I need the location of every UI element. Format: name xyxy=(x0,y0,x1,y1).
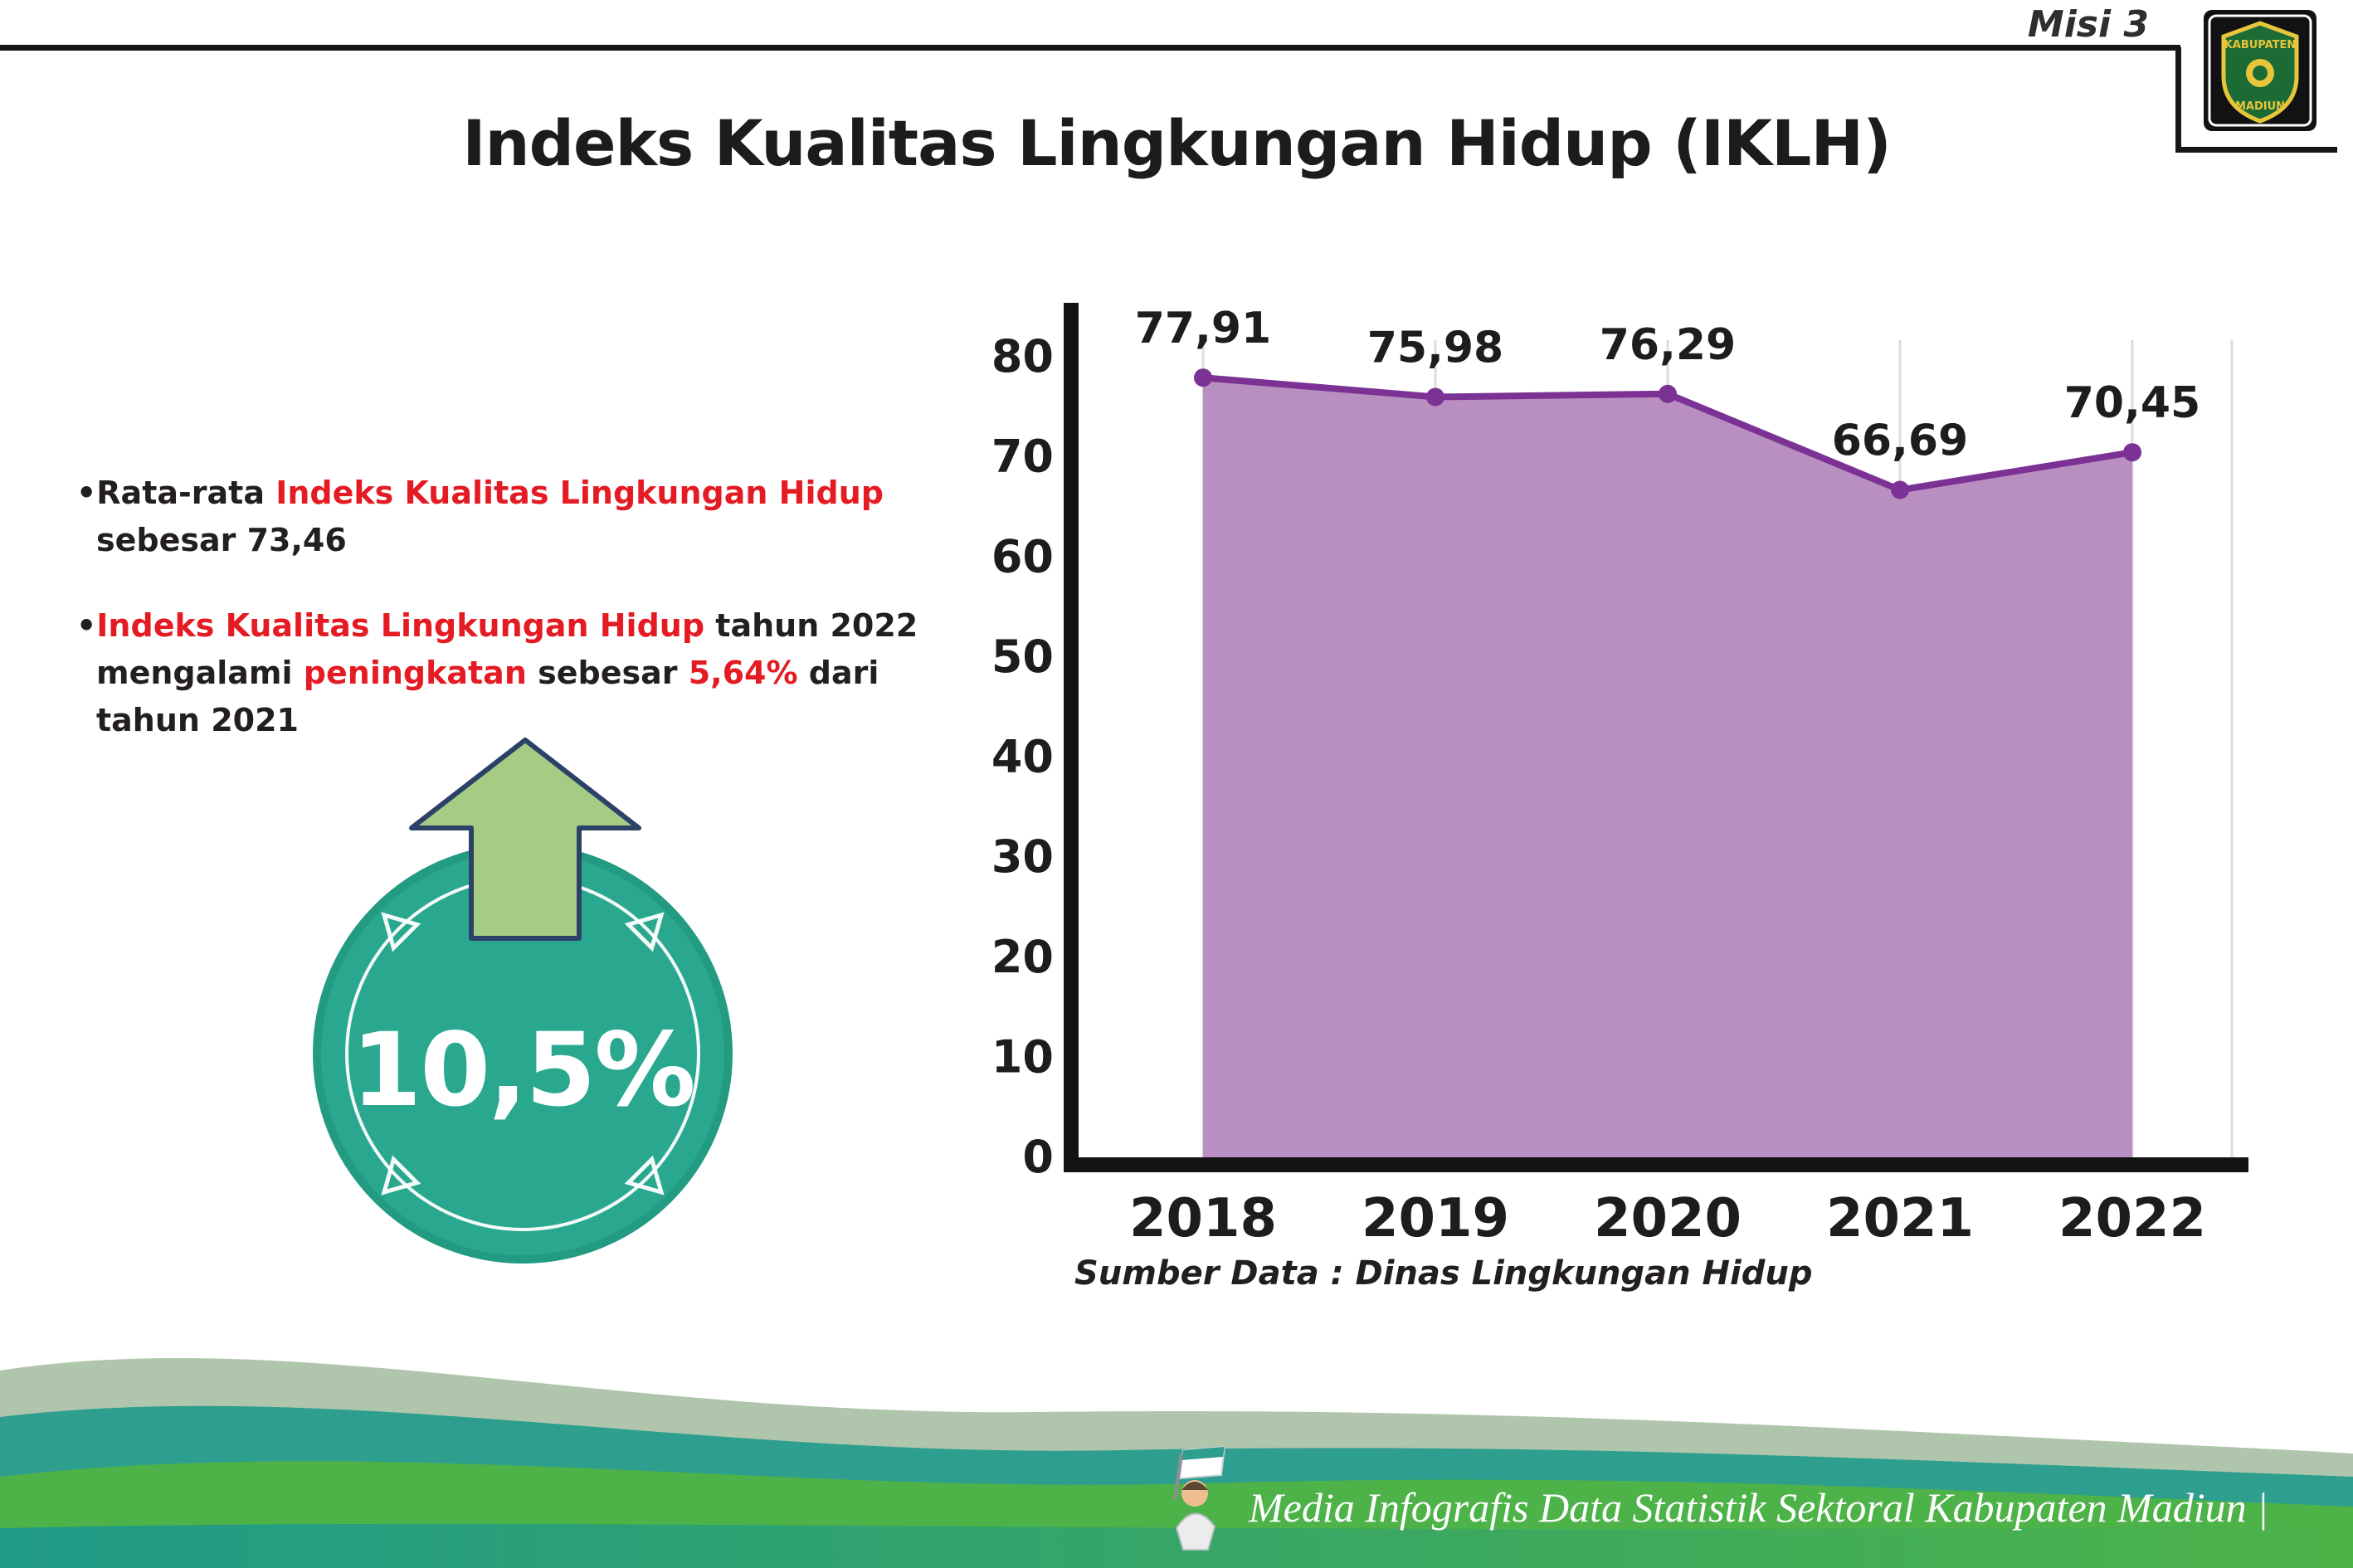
logo-shield-icon: KABUPATEN MADIUN xyxy=(2204,10,2316,131)
svg-text:KABUPATEN: KABUPATEN xyxy=(2224,39,2297,51)
increase-percentage: 10,5% xyxy=(351,1011,695,1129)
ring-tick-triangles xyxy=(381,912,665,1195)
text-segment: Indeks Kualitas Lingkungan Hidup xyxy=(275,475,884,511)
up-arrow-icon xyxy=(405,735,645,944)
data-point xyxy=(2123,443,2141,462)
misi-label: Misi 3 xyxy=(2027,3,2149,46)
x-axis-label: 2018 xyxy=(1129,1188,1277,1249)
y-axis-label: 60 xyxy=(991,530,1054,582)
bullet-iklh-increase: •Indeks Kualitas Lingkungan Hidup tahun … xyxy=(76,602,931,744)
svg-text:MADIUN: MADIUN xyxy=(2235,100,2285,113)
bullet-marker: • xyxy=(76,475,97,511)
data-label: 70,45 xyxy=(2064,378,2200,428)
x-axis-label: 2019 xyxy=(1362,1188,1509,1249)
data-point xyxy=(1426,387,1444,407)
summary-bullets: •Rata-rata Indeks Kualitas Lingkungan Hi… xyxy=(76,470,931,782)
data-label: 76,29 xyxy=(1600,320,1736,370)
y-axis-label: 20 xyxy=(991,931,1054,983)
bullet-marker: • xyxy=(76,607,97,644)
data-label: 66,69 xyxy=(1832,416,1968,466)
y-axis-label: 70 xyxy=(991,431,1054,483)
y-axis-label: 40 xyxy=(991,731,1054,783)
logo-frame xyxy=(2175,47,2337,153)
mascot-icon xyxy=(1155,1445,1238,1553)
footer-caption: Media Infografis Data Statistik Sektoral… xyxy=(1249,1484,2268,1531)
y-axis-label: 80 xyxy=(991,330,1054,382)
kabupaten-madiun-logo: KABUPATEN MADIUN xyxy=(2202,8,2318,133)
area-fill xyxy=(1203,377,2132,1157)
chart-source-note: Sumber Data : Dinas Lingkungan Hidup xyxy=(1074,1254,1813,1293)
x-axis-label: 2021 xyxy=(1826,1188,1974,1249)
data-point xyxy=(1891,480,1909,499)
x-axis xyxy=(1064,1157,2248,1172)
x-axis-label: 2022 xyxy=(2058,1188,2206,1249)
data-label: 77,91 xyxy=(1135,304,1271,353)
text-segment: dari tahun 2021 xyxy=(96,655,879,738)
data-point xyxy=(1194,368,1212,387)
text-segment: sebesar xyxy=(526,655,689,691)
iklh-chart: 77,91 2018 75,98 2019 76,29 2020 66,69 2021 70,4… xyxy=(938,290,2265,1327)
text-segment: Rata-rata xyxy=(96,475,276,511)
y-axis-label: 10 xyxy=(991,1030,1054,1083)
data-label: 75,98 xyxy=(1367,323,1503,373)
badge-circle xyxy=(313,844,733,1264)
y-axis-label: 0 xyxy=(1022,1131,1054,1183)
data-point xyxy=(1659,384,1677,403)
x-axis-label: 2020 xyxy=(1594,1188,1742,1249)
y-axis xyxy=(1064,303,1079,1172)
text-segment: tahun 2022 mengalami xyxy=(96,607,918,691)
text-segment: 5,64% xyxy=(688,655,798,691)
y-axis-label: 30 xyxy=(991,830,1054,883)
text-segment: peningkatan xyxy=(303,655,527,691)
page-title: Indeks Kualitas Lingkungan Hidup (IKLH) xyxy=(462,106,1892,180)
bullet-average-iklh: •Rata-rata Indeks Kualitas Lingkungan Hi… xyxy=(76,470,931,564)
y-axis-label: 50 xyxy=(991,631,1054,683)
header-rule xyxy=(0,45,2180,51)
text-segment: sebesar 73,46 xyxy=(96,522,347,558)
text-segment: Indeks Kualitas Lingkungan Hidup xyxy=(96,607,705,644)
increase-badge: 10,5% xyxy=(307,838,738,1269)
